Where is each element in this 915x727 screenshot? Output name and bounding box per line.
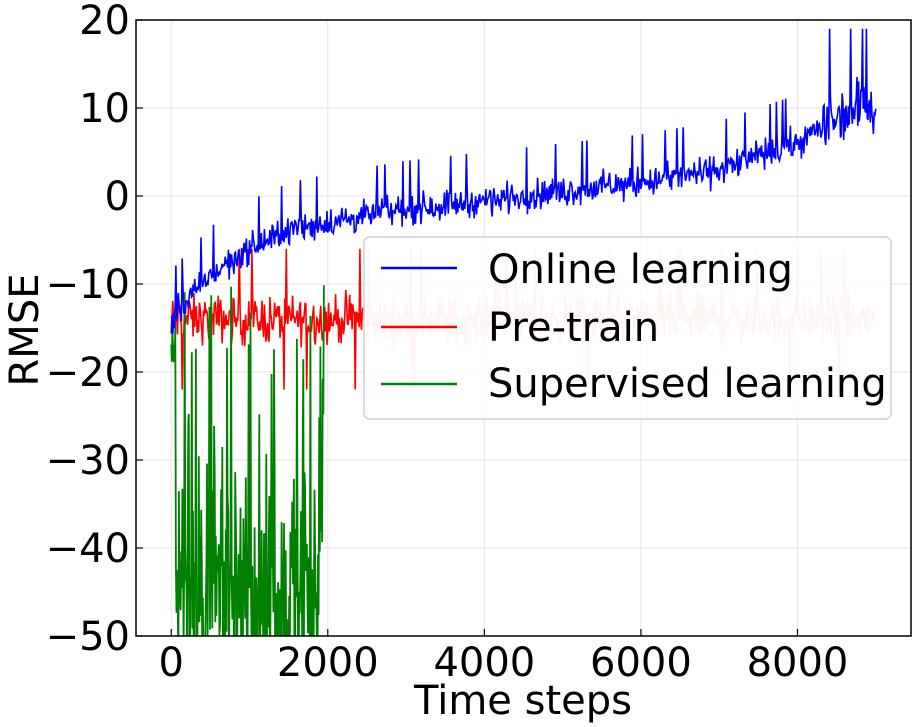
- y-axis-label: RMSE: [2, 274, 48, 387]
- tick-labels: 0 2000 4000 6000 8000 20 10 0 −10 −20 −30 −40 −50: [46, 0, 849, 686]
- legend-label-online: Online learning: [488, 247, 793, 293]
- x-tick-label: 6000: [590, 640, 692, 686]
- series-line-online: [170, 28, 877, 335]
- x-tick-label: 2000: [277, 640, 379, 686]
- y-tick-label: −30: [46, 438, 130, 484]
- y-tick-label: −50: [46, 614, 130, 660]
- y-tick-label: 10: [79, 86, 130, 132]
- plot-frame: [135, 19, 912, 637]
- y-tick-label: −20: [46, 350, 130, 396]
- y-tick-label: 0: [105, 174, 130, 220]
- legend-box: [363, 236, 892, 420]
- series-line-supervised: [170, 285, 325, 636]
- y-tick-label: 20: [79, 0, 130, 44]
- x-tick-label: 8000: [747, 640, 849, 686]
- x-tick-label: 0: [159, 640, 184, 686]
- series-line-pretrain: [170, 248, 364, 390]
- x-tick-label: 4000: [433, 640, 535, 686]
- x-axis-label: Time steps: [413, 678, 632, 724]
- y-tick-label: −10: [46, 262, 130, 308]
- legend-label-pretrain: Pre-train: [488, 305, 659, 351]
- y-tick-label: −40: [46, 526, 130, 572]
- legend: Online learning Pre-train Supervised lea…: [363, 236, 892, 420]
- legend-label-supervised: Supervised learning: [488, 361, 887, 407]
- axis-ticks: [136, 19, 799, 637]
